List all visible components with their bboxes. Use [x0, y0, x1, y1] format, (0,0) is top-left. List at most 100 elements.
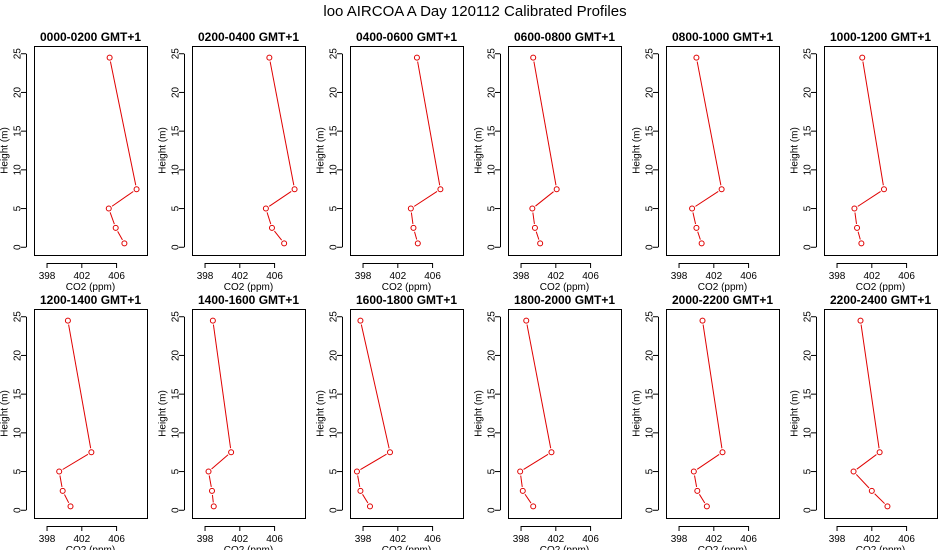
x-axis-label: CO2 (ppm) [382, 282, 431, 293]
y-tick-label: 15 [13, 388, 24, 400]
y-tick-label: 25 [13, 311, 24, 323]
x-tick-label: 406 [424, 534, 441, 545]
x-tick-label: 406 [740, 534, 757, 545]
y-axis-label: Height (m) [474, 390, 485, 437]
data-point [407, 205, 414, 212]
profile-segment [860, 324, 880, 449]
x-tick-label: 398 [197, 271, 214, 282]
data-point [876, 449, 883, 456]
panel-title: 0600-0800 GMT+1 [514, 30, 615, 44]
profile-segment [64, 494, 70, 504]
y-tick-label: 20 [13, 349, 24, 361]
data-point [266, 54, 273, 61]
y-tick-label: 0 [803, 244, 814, 250]
y-axis-label: Height (m) [158, 390, 169, 437]
y-tick-label: 25 [487, 48, 498, 60]
profile-segment [696, 454, 720, 470]
y-tick-label: 10 [329, 164, 340, 176]
x-tick-label: 406 [266, 271, 283, 282]
y-tick-label: 0 [13, 244, 24, 250]
y-tick-label: 15 [487, 125, 498, 137]
x-axis-label: CO2 (ppm) [224, 545, 273, 550]
y-tick-label: 15 [13, 125, 24, 137]
y-tick-label: 10 [645, 164, 656, 176]
panel-title: 0200-0400 GMT+1 [198, 30, 299, 44]
profile-segment [109, 212, 115, 225]
y-tick-label: 5 [645, 205, 656, 211]
data-point [854, 224, 861, 231]
y-tick-label: 15 [645, 125, 656, 137]
y-tick-label: 10 [803, 427, 814, 439]
data-point [699, 317, 706, 324]
plot-frame [666, 46, 780, 256]
y-tick-label: 10 [171, 164, 182, 176]
x-axis-label: CO2 (ppm) [66, 282, 115, 293]
data-point [530, 503, 537, 510]
plot-frame [508, 46, 622, 256]
y-tick-label: 20 [171, 349, 182, 361]
y-tick-label: 10 [13, 164, 24, 176]
data-point [859, 54, 866, 61]
x-tick-label: 398 [39, 271, 56, 282]
x-tick-label: 406 [898, 271, 915, 282]
figure-title: loo AIRCOA A Day 120112 Calibrated Profi… [323, 3, 626, 20]
data-point [523, 317, 530, 324]
data-point [703, 503, 710, 510]
plot-frame [34, 46, 148, 256]
x-tick-label: 402 [705, 271, 722, 282]
data-point [56, 468, 63, 475]
data-point [105, 205, 112, 212]
panel-title: 2000-2200 GMT+1 [672, 293, 773, 307]
y-axis-label: Height (m) [316, 390, 327, 437]
data-point [59, 487, 66, 494]
x-axis-label: CO2 (ppm) [66, 545, 115, 550]
profile-segment [857, 190, 881, 207]
y-tick-label: 0 [329, 507, 340, 513]
profile-segment [694, 475, 698, 488]
y-tick-label: 25 [171, 311, 182, 323]
y-tick-label: 0 [645, 507, 656, 513]
y-tick-label: 25 [487, 311, 498, 323]
y-tick-label: 0 [13, 507, 24, 513]
data-point [112, 224, 119, 231]
y-tick-label: 20 [645, 349, 656, 361]
plot-frame [508, 309, 622, 519]
x-tick-label: 402 [231, 271, 248, 282]
x-axis-label: CO2 (ppm) [856, 545, 905, 550]
x-tick-label: 402 [547, 534, 564, 545]
y-tick-label: 5 [13, 205, 24, 211]
data-point [121, 240, 128, 247]
profile-segment [212, 324, 232, 449]
data-point [850, 468, 857, 475]
y-axis-label: Height (m) [474, 127, 485, 174]
profile-segment [62, 453, 89, 470]
y-axis-label: Height (m) [316, 127, 327, 174]
x-tick-label: 398 [197, 534, 214, 545]
profile-segment [862, 61, 884, 186]
plot-frame [666, 309, 780, 519]
profile-segment [117, 231, 123, 241]
y-tick-label: 15 [329, 388, 340, 400]
x-tick-label: 406 [266, 534, 283, 545]
y-tick-label: 5 [329, 468, 340, 474]
x-axis-label: CO2 (ppm) [540, 282, 589, 293]
y-axis-label: Height (m) [0, 390, 11, 437]
data-point [291, 186, 298, 193]
x-tick-label: 398 [671, 534, 688, 545]
y-tick-label: 25 [803, 311, 814, 323]
y-tick-label: 5 [803, 205, 814, 211]
y-tick-label: 0 [487, 244, 498, 250]
profile-segment [360, 453, 387, 470]
y-tick-label: 25 [803, 48, 814, 60]
y-tick-label: 20 [645, 86, 656, 98]
data-point [386, 449, 393, 456]
x-tick-label: 398 [39, 534, 56, 545]
y-tick-label: 20 [329, 349, 340, 361]
x-axis-label: CO2 (ppm) [698, 282, 747, 293]
y-tick-label: 20 [171, 86, 182, 98]
profile-segment [695, 190, 719, 207]
profile-segment [414, 231, 418, 240]
